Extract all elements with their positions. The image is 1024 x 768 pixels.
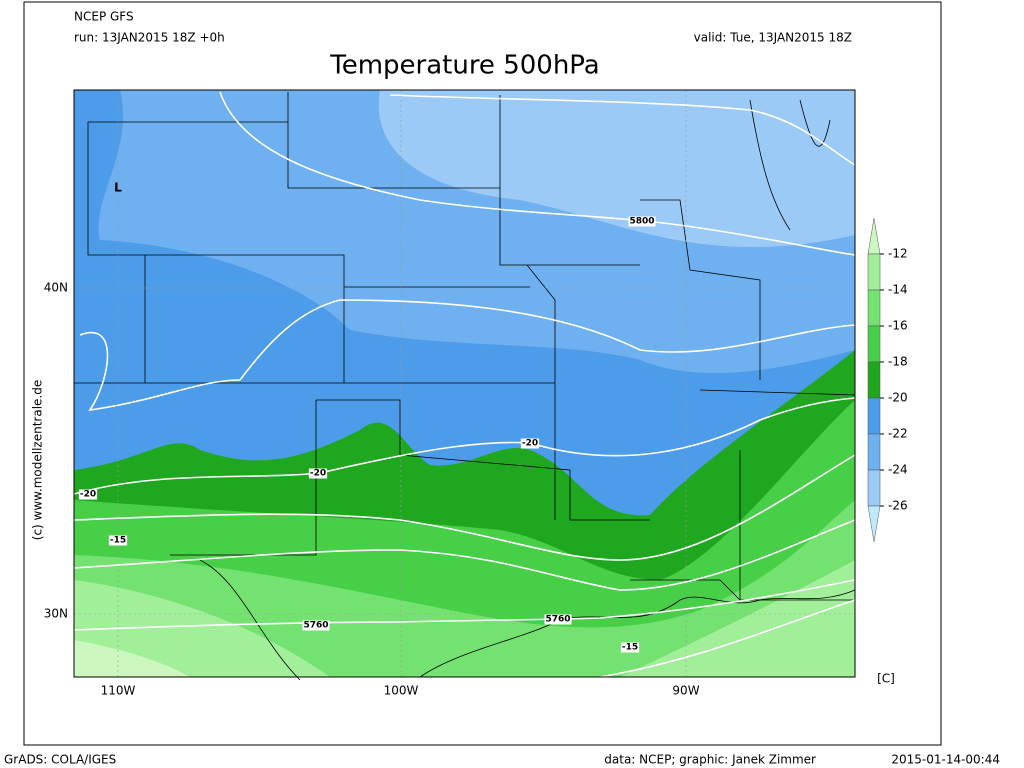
lat-label: 30N [44, 607, 68, 621]
coastline [199, 99, 856, 681]
colorbar-unit: [C] [877, 672, 895, 686]
contour-label: -15 [622, 643, 638, 653]
contour-label: 5800 [629, 217, 654, 227]
contour-line [73, 579, 856, 631]
colorbar-swatch [867, 253, 881, 291]
model-name: NCEP GFS [74, 10, 134, 24]
footer-left: GrADS: COLA/IGES [4, 753, 116, 767]
colorbar-label: -18 [888, 355, 908, 369]
valid-time: valid: Tue, 13JAN2015 18Z [694, 31, 852, 45]
contour-label: -20 [80, 490, 96, 500]
contour-line [219, 91, 856, 256]
border [74, 92, 856, 601]
colorbar-swatch [867, 289, 881, 327]
colorbar-swatch [867, 397, 881, 435]
temperature-band [74, 500, 855, 677]
footer-middle: data: NCEP; graphic: Janek Zimmer [604, 753, 816, 767]
colorbar-label: -16 [888, 319, 908, 333]
contour-line [73, 454, 856, 561]
temperature-band [74, 640, 190, 677]
map-border [73, 89, 856, 678]
state-borders [74, 92, 856, 681]
colorbar-label: -22 [888, 427, 908, 441]
contours [73, 91, 856, 678]
colorbar-label: -20 [888, 391, 908, 405]
colorbar-label: -14 [888, 283, 908, 297]
colorbar-swatch [867, 433, 881, 471]
contour-line [389, 94, 856, 166]
contour-label: 5760 [545, 615, 570, 625]
contour-line [79, 299, 856, 412]
contour-label-bg [544, 614, 572, 625]
colorbar-swatch [867, 361, 881, 399]
colorbar-swatch [867, 469, 881, 507]
contour-label-bg [628, 216, 656, 227]
low-marker: L [114, 181, 122, 195]
temperature-band [74, 560, 855, 677]
contour-label-bg [108, 535, 128, 546]
contour-line [73, 519, 856, 591]
lat-label: 40N [44, 281, 68, 295]
contour-label-bg [302, 620, 330, 631]
contour-line [73, 397, 856, 495]
lon-label: 100W [384, 684, 419, 698]
contour-label-bg [620, 642, 640, 653]
contour-label: -15 [110, 536, 126, 546]
contour-label-bg [308, 468, 328, 479]
colorbar-label: -26 [888, 499, 908, 513]
run-time: run: 13JAN2015 18Z +0h [74, 31, 225, 45]
colorbar-label: -24 [888, 463, 908, 477]
contour-label-bg [78, 489, 98, 500]
colorbar-label: -12 [888, 247, 908, 261]
contour-label: 5760 [303, 621, 328, 631]
side-credit: (c) www.modellzentrale.de [31, 380, 45, 540]
contour-label-bg [520, 438, 540, 449]
footer-right: 2015-01-14-00:44 [891, 753, 1000, 767]
contour-label: -20 [310, 469, 326, 479]
lon-label: 110W [101, 684, 136, 698]
contour-line [599, 599, 856, 678]
lon-label: 90W [672, 684, 699, 698]
colorbar-cap [867, 505, 881, 543]
map-title: Temperature 500hPa [329, 51, 600, 81]
colorbar-swatch [867, 325, 881, 363]
temperature-fill [74, 90, 855, 677]
contour-label: -20 [522, 439, 538, 449]
